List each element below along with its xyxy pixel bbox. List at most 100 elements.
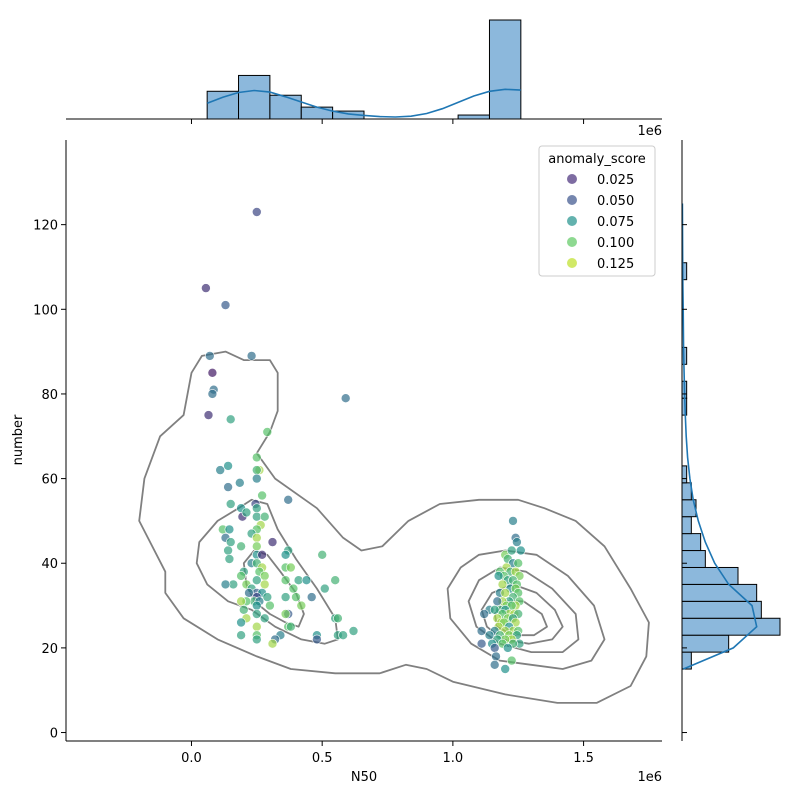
scatter-point [235, 477, 245, 488]
right-hist-bar [681, 634, 730, 653]
scatter-point [262, 592, 273, 602]
scatter-point [312, 634, 322, 645]
x-tick-label: 0.5 [312, 751, 333, 766]
right-hist-bar [681, 482, 692, 501]
top-hist-bar [269, 94, 302, 120]
scatter-point [251, 600, 262, 611]
scatter-point [340, 393, 351, 404]
scatter-point [267, 537, 278, 547]
scatter-point [220, 579, 231, 590]
scatter-point [259, 579, 270, 590]
legend-items: 0.025 0.050 0.075 0.100 0.125 [567, 173, 634, 272]
top-hist-bar [300, 106, 334, 120]
y-tick-label: 0 [50, 727, 58, 742]
scatter-point [283, 494, 294, 505]
scatter-point [251, 621, 262, 632]
top-marginal-histogram [206, 19, 522, 120]
right-hist-bar [681, 566, 739, 585]
scatter-point [236, 596, 246, 607]
kde-contour-3 [446, 549, 606, 670]
top-hist-bar [206, 90, 240, 120]
kde-contour-1 [195, 498, 339, 645]
y-tick-label: 40 [41, 557, 58, 572]
y-tick-label: 80 [41, 388, 58, 403]
scatter-point [280, 575, 291, 586]
scatter-point [225, 499, 236, 509]
scatter-point [330, 575, 341, 586]
y-tick-label: 20 [41, 642, 58, 657]
scatter-point [476, 626, 487, 636]
scatter-point [506, 655, 517, 666]
scatter-point [225, 537, 236, 547]
scatter-point [513, 558, 524, 569]
x-tick-label: 1.5 [573, 751, 594, 766]
scatter-point [319, 583, 330, 594]
scatter-point [207, 389, 218, 399]
scatter-point [220, 300, 231, 310]
kde-contour-0 [138, 350, 650, 704]
right-hist-bar [681, 617, 781, 636]
scatter-point [215, 465, 225, 475]
scatter-point [512, 537, 522, 547]
top-hist-bar [457, 114, 490, 120]
scatter-point [251, 465, 262, 475]
scatter-point [224, 524, 235, 535]
top-hist-bar [238, 74, 271, 120]
right-hist-bar [681, 533, 702, 552]
scatter-point [251, 634, 262, 645]
scatter-point [223, 461, 233, 471]
scatter-point [280, 549, 291, 560]
scatter-point [301, 575, 312, 586]
scatter-point [515, 545, 526, 556]
scatter-point [502, 643, 513, 653]
scatter-point [317, 549, 328, 560]
right-marginal-histogram [681, 203, 781, 670]
legend: anomaly_score 0.025 0.050 0.075 0.100 0.125 [538, 145, 656, 277]
y-ticks: 0 20 40 60 80 100 120 [33, 219, 687, 742]
scatter-point [207, 367, 218, 378]
legend-marker [567, 237, 577, 247]
scatter-point [236, 571, 246, 581]
scatter-point [259, 571, 270, 581]
legend-title: anomaly_score [548, 152, 646, 167]
scatter-point [489, 659, 500, 670]
legend-label: 0.125 [597, 257, 634, 272]
legend-marker [567, 195, 577, 205]
x-tick-label: 0.0 [181, 751, 202, 766]
scatter-point [246, 351, 257, 361]
legend-marker [567, 174, 577, 184]
scatter-point [285, 562, 296, 573]
scatter-point [201, 283, 211, 293]
x-offset-text: 1e6 [637, 770, 662, 785]
scatter-point [251, 532, 262, 543]
scatter-point [262, 427, 273, 437]
scatter-point [479, 609, 490, 619]
scatter-point [306, 592, 317, 602]
scatter-points [201, 207, 526, 674]
scatter-point [251, 609, 262, 619]
scatter-point [492, 596, 503, 607]
scatter-point [257, 490, 267, 501]
x-tick-label: 1.0 [443, 751, 464, 766]
scatter-point [239, 604, 249, 615]
scatter-point [251, 541, 262, 552]
scatter-point [288, 583, 299, 594]
x-ticks: 0.0 0.5 1.0 1.5 [181, 119, 594, 766]
scatter-point [265, 600, 275, 611]
scatter-point [236, 630, 246, 641]
scatter-point [506, 545, 517, 556]
legend-label: 0.050 [597, 194, 634, 209]
top-marginal-kde-line [206, 88, 521, 118]
scatter-point [491, 651, 501, 662]
legend-marker [567, 258, 577, 268]
legend-label: 0.100 [597, 236, 634, 251]
right-hist-bar [681, 550, 706, 568]
scatter-point [280, 609, 291, 619]
scatter-point [296, 600, 307, 611]
scatter-point [333, 613, 343, 624]
scatter-point [267, 638, 278, 649]
legend-marker [567, 216, 577, 226]
scatter-point [259, 613, 270, 624]
scatter-point [257, 549, 267, 560]
